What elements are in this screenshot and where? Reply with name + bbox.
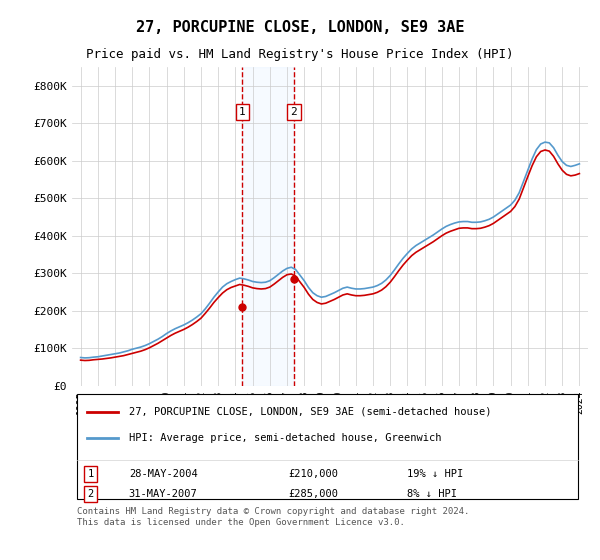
Text: 8% ↓ HPI: 8% ↓ HPI: [407, 489, 457, 500]
Text: 2: 2: [88, 489, 94, 500]
Text: HPI: Average price, semi-detached house, Greenwich: HPI: Average price, semi-detached house,…: [129, 433, 441, 443]
Text: £210,000: £210,000: [289, 469, 339, 479]
Text: 27, PORCUPINE CLOSE, LONDON, SE9 3AE: 27, PORCUPINE CLOSE, LONDON, SE9 3AE: [136, 20, 464, 35]
Text: Price paid vs. HM Land Registry's House Price Index (HPI): Price paid vs. HM Land Registry's House …: [86, 48, 514, 60]
FancyBboxPatch shape: [77, 394, 578, 499]
Text: £285,000: £285,000: [289, 489, 339, 500]
Text: 1: 1: [88, 469, 94, 479]
Bar: [242, 67, 294, 386]
Text: 31-MAY-2007: 31-MAY-2007: [129, 489, 197, 500]
Text: 28-MAY-2004: 28-MAY-2004: [129, 469, 197, 479]
Text: 27, PORCUPINE CLOSE, LONDON, SE9 3AE (semi-detached house): 27, PORCUPINE CLOSE, LONDON, SE9 3AE (se…: [129, 407, 491, 417]
Text: 2: 2: [290, 107, 297, 117]
Text: Contains HM Land Registry data © Crown copyright and database right 2024.
This d: Contains HM Land Registry data © Crown c…: [77, 507, 470, 526]
Text: 19% ↓ HPI: 19% ↓ HPI: [407, 469, 464, 479]
Text: 1: 1: [239, 107, 245, 117]
